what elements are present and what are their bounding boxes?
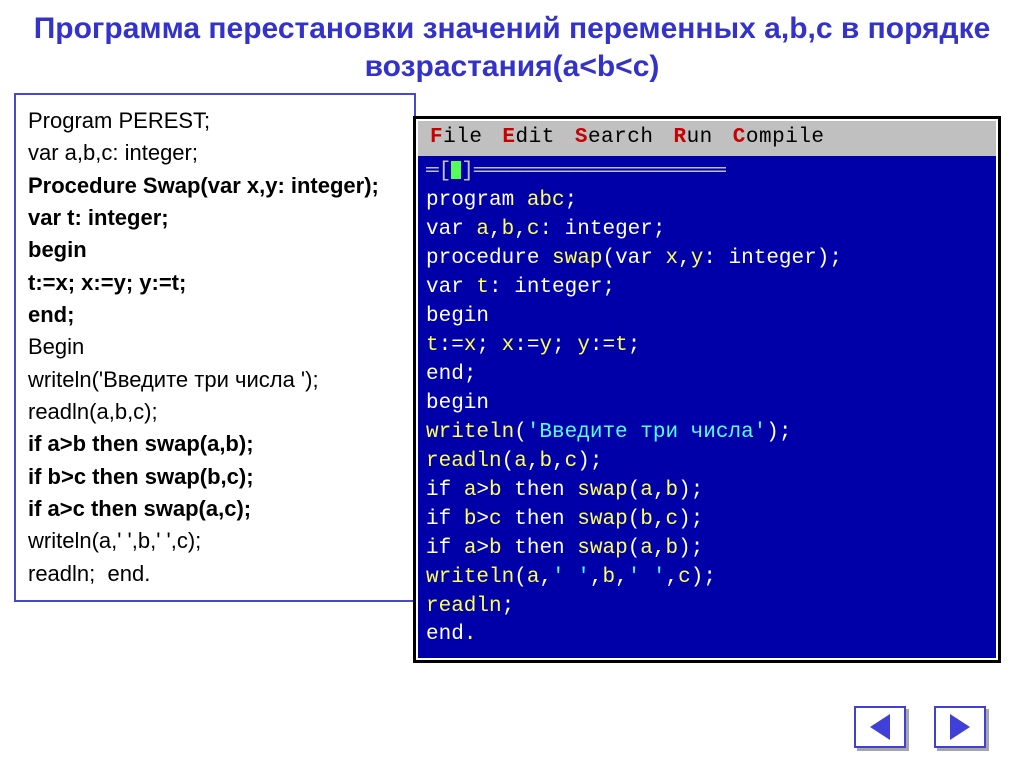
slide-title: Программа перестановки значений переменн… [0,0,1024,93]
menu-item[interactable]: Search [575,126,654,149]
chevron-left-icon [870,714,890,740]
ide-line: begin [426,303,988,332]
code-line: readln(a,b,c); [28,396,402,428]
ide-menubar[interactable]: File Edit Search Run Compile [418,121,996,156]
chevron-right-icon [950,714,970,740]
ide-line: var a,b,c: integer; [426,216,988,245]
ide-line: program abc; [426,187,988,216]
code-line: t:=x; x:=y; y:=t; [28,267,402,299]
ide-line: end. [426,621,988,650]
ide-line: if b>c then swap(b,c); [426,506,988,535]
code-line: readln; end. [28,558,402,590]
ide-window: File Edit Search Run Compile ═[]════════════… [416,119,998,660]
menu-item[interactable]: Edit [502,126,554,149]
menu-item[interactable]: Compile [733,126,825,149]
code-line: Procedure Swap(var x,y: integer); [28,170,402,202]
code-line: writeln(a,' ',b,' ',c); [28,525,402,557]
ide-editor: ═[]════════════════════program abc;var a… [418,156,996,658]
code-line: var a,b,c: integer; [28,137,402,169]
code-line: writeln('Введите три числа '); [28,364,402,396]
code-line: Program PEREST; [28,105,402,137]
menu-item[interactable]: File [430,126,482,149]
prev-button[interactable] [854,706,906,748]
ide-line: var t: integer; [426,274,988,303]
code-line: begin [28,234,402,266]
code-line: if b>c then swap(b,c); [28,461,402,493]
code-line: if a>b then swap(a,b); [28,428,402,460]
code-line: Begin [28,331,402,363]
cursor-icon [451,161,461,179]
code-line: var t: integer; [28,202,402,234]
content-row: Program PEREST;var a,b,c: integer;Proced… [0,93,1024,660]
ide-line: t:=x; x:=y; y:=t; [426,332,988,361]
menu-item[interactable]: Run [673,126,712,149]
ide-line: readln(a,b,c); [426,448,988,477]
ide-line: ═[]════════════════════ [426,158,988,187]
ide-line: begin [426,390,988,419]
ide-line: if a>b then swap(a,b); [426,477,988,506]
ide-line: readln; [426,593,988,622]
nav-buttons [854,706,986,748]
ide-line: writeln(a,' ',b,' ',c); [426,564,988,593]
next-button[interactable] [934,706,986,748]
code-line: end; [28,299,402,331]
ide-line: procedure swap(var x,y: integer); [426,245,988,274]
ide-line: end; [426,361,988,390]
code-listing-box: Program PEREST;var a,b,c: integer;Proced… [14,93,416,602]
ide-line: if a>b then swap(a,b); [426,535,988,564]
code-line: if a>c then swap(a,c); [28,493,402,525]
ide-line: writeln('Введите три числа'); [426,419,988,448]
ide-wrap: File Edit Search Run Compile ═[]════════════… [416,119,1010,660]
